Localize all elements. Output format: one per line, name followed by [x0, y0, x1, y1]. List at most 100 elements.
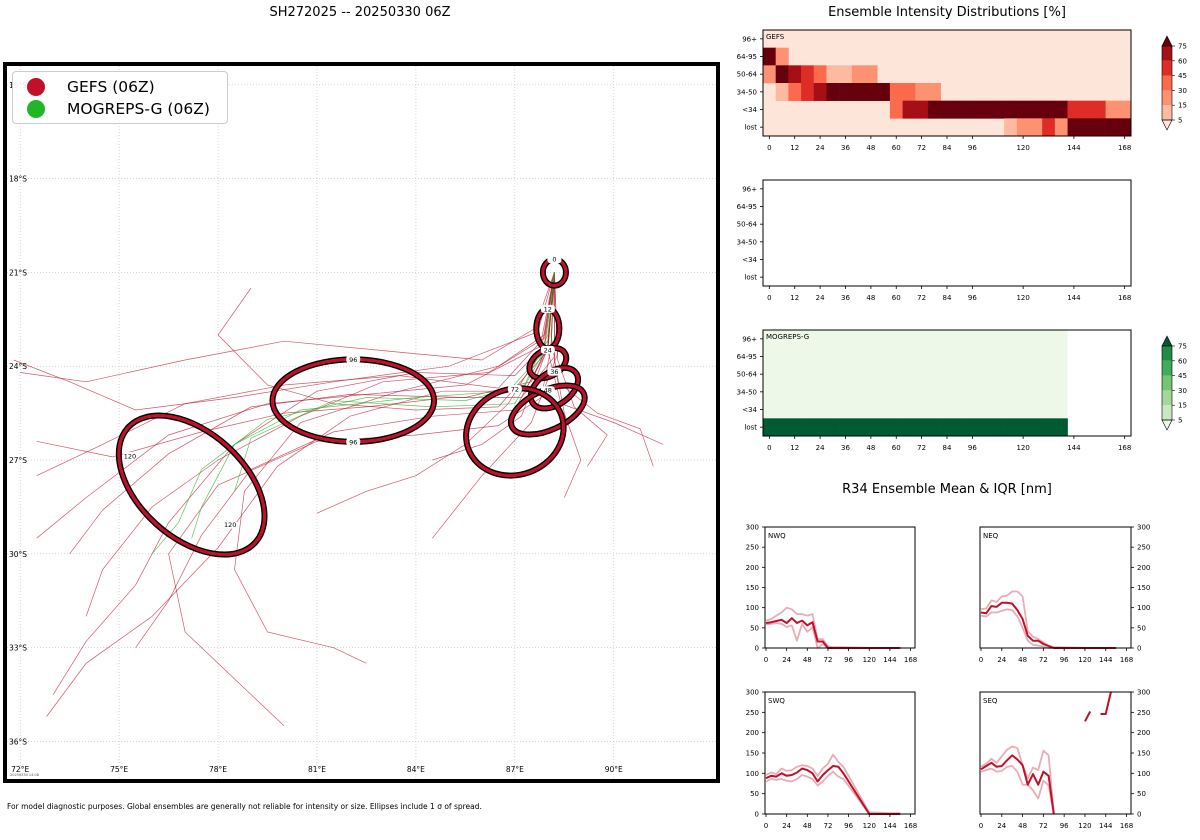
ellipse-36h: [529, 366, 580, 410]
r34-frame: [979, 691, 1132, 815]
heatmap-frame: [762, 179, 1132, 287]
ellipse-label-bg: [507, 385, 522, 394]
heatmap-xtick-label: 72: [917, 294, 926, 302]
r34-xtick-label: 72: [1039, 822, 1048, 830]
lon-tick-label: 84°E: [407, 765, 425, 774]
map-frame: [3, 62, 720, 783]
heatmap-cell: [1054, 100, 1068, 119]
gefs-track: [46, 272, 555, 717]
heatmap-cell: [1004, 100, 1018, 119]
lon-tick-label: 72°E: [11, 765, 29, 774]
ellipse-hour-label: 48: [544, 387, 552, 395]
legend-label-gefs: GEFS (06Z): [67, 78, 155, 96]
r34-ytick-label: 200: [1137, 729, 1150, 737]
ellipse-hour-label: 120: [224, 521, 236, 529]
r34-xtick-label: 120: [1078, 656, 1091, 664]
heatmap-cell: [915, 418, 929, 437]
heatmap-cell: [877, 83, 891, 101]
r34-ytick-label: 300: [1137, 689, 1150, 697]
r34-xtick-label: 0: [979, 822, 983, 830]
colorbar-segment: [1162, 390, 1172, 406]
r34-quadrant-label: SWQ: [768, 697, 785, 705]
heatmap-cell: [1016, 100, 1030, 119]
heatmap-ytick-label: <34: [742, 256, 757, 264]
heatmap-panel-label: GEFS: [766, 33, 785, 41]
heatmap-xtick-label: 144: [1067, 444, 1081, 452]
heatmap-xtick-label: 168: [1118, 144, 1131, 152]
heatmap-xtick-label: 96: [968, 294, 977, 302]
legend-marker-mogreps: [27, 100, 45, 118]
r34-ytick-label: 300: [746, 689, 759, 697]
r34-xtick-label: 0: [764, 822, 768, 830]
r34-panel-title: R34 Ensemble Mean & IQR [nm]: [842, 482, 1052, 497]
ellipse-120h: [117, 413, 267, 557]
colorbar-tick-label: 45: [1178, 372, 1187, 380]
lat-tick-label: 24°S: [9, 362, 27, 371]
r34-ytick-label: 200: [746, 564, 759, 572]
colorbar-segment: [1162, 60, 1172, 76]
r34-ytick-label: 200: [746, 729, 759, 737]
heatmap-cell: [1105, 118, 1119, 137]
heatmap-xtick-label: 144: [1067, 144, 1081, 152]
page-title: SH272025 -- 20250330 06Z: [269, 5, 451, 20]
heatmap-ytick-label: 34-50: [737, 238, 757, 246]
heatmap-cell: [864, 83, 878, 101]
r34-xtick-label: 24: [782, 822, 791, 830]
r34-xtick-label: 144: [1099, 822, 1113, 830]
heatmap-xtick-label: 24: [816, 444, 825, 452]
colorbar-tick-label: 5: [1178, 417, 1182, 425]
colorbar-extend-min: [1161, 119, 1173, 131]
intensity-panel-title: Ensemble Intensity Distributions [%]: [828, 5, 1066, 20]
lat-tick-label: 21°S: [9, 268, 27, 277]
heatmap-cell: [1054, 118, 1068, 137]
ellipse-hour-label: 12: [544, 305, 552, 313]
heatmap-cell: [877, 418, 891, 437]
heatmap-ytick-label: 34-50: [737, 88, 757, 96]
heatmap-cell: [940, 100, 954, 119]
ellipse-hour-label: 120: [124, 453, 136, 461]
heatmap-ytick-label: 64-95: [737, 53, 757, 61]
colorbar-frame: [1161, 345, 1173, 421]
r34-iqr-high: [980, 745, 1055, 813]
r34-xtick-label: 48: [803, 656, 812, 664]
gefs-track: [36, 272, 555, 539]
heatmap-ytick-label: 50-64: [737, 221, 758, 229]
heatmap-xtick-label: 84: [943, 444, 952, 452]
heatmap-xtick-label: 84: [943, 294, 952, 302]
r34-xtick-label: 120: [1078, 822, 1091, 830]
mogreps-track: [151, 272, 555, 555]
heatmap-xtick-label: 12: [790, 144, 799, 152]
r34-ytick-label: 50: [750, 790, 759, 798]
heatmap-cell: [902, 83, 916, 101]
colorbar-tick-label: 30: [1178, 387, 1187, 395]
r34-panel-swq: SWQ 0 24 48 72 96 120 144 168 0 50 100 150 200 250 300: [746, 689, 918, 831]
heatmap-cell: [1042, 118, 1056, 137]
r34-xtick-label: 48: [1018, 656, 1027, 664]
r34-xtick-label: 96: [1060, 822, 1069, 830]
heatmap-cell: [1004, 118, 1018, 137]
heatmap-cell: [826, 418, 840, 437]
heatmap-cell: [763, 47, 776, 66]
heatmap-cell: [902, 418, 916, 437]
heatmap-ytick-label: lost: [744, 274, 757, 282]
heatmap-cell: [1004, 418, 1018, 437]
heatmap-ytick-label: 34-50: [737, 388, 757, 396]
heatmap-cell: [839, 418, 853, 437]
colorbar-segment: [1162, 375, 1172, 391]
heatmap-ytick-label: <34: [742, 106, 757, 114]
gefs-track: [168, 272, 555, 727]
heatmap-cell: [902, 100, 916, 119]
r34-ytick-label: 250: [746, 544, 759, 552]
heatmap-cell: [851, 418, 865, 437]
gefs-track: [36, 272, 555, 458]
colorbar-extend-max: [1161, 35, 1173, 47]
r34-xtick-label: 72: [1039, 656, 1048, 664]
ellipse-hour-label: 24: [544, 346, 552, 354]
r34-ytick-label: 300: [1137, 524, 1150, 532]
r34-xtick-label: 72: [823, 656, 832, 664]
r34-ytick-label: 50: [750, 624, 759, 632]
r34-ytick-label: 300: [746, 524, 759, 532]
heatmap-cell: [927, 100, 941, 119]
colorbar-mogreps-g: 5 15 30 45 60 75: [1161, 335, 1187, 431]
ellipse-label-bg: [547, 367, 562, 376]
